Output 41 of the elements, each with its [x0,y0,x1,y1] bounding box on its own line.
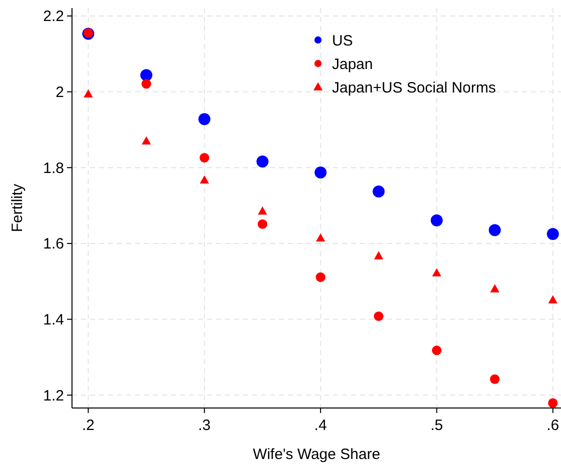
x-tick-label: .5 [430,417,443,434]
point [490,374,500,384]
point [374,251,384,260]
point [258,219,268,229]
point [314,166,327,179]
x-tick-label: .3 [198,417,211,434]
point [142,79,152,89]
point [258,206,268,215]
legend-label: Japan+US Social Norms [332,79,496,96]
x-tick-label: .4 [314,417,327,434]
y-tick-label: 1.4 [43,312,64,329]
y-tick-label: 1.2 [43,387,64,404]
y-tick-label: 1.6 [43,236,64,253]
point [198,113,210,126]
point [140,69,152,82]
y-tick-label: 2 [56,84,64,102]
y-tick-label: 1.8 [43,160,64,177]
point [142,136,151,144]
x-tick-label: .6 [546,417,560,434]
x-axis-title: Wife's Wage Share [252,446,380,463]
point [546,228,559,240]
y-axis-title: Fertility [9,183,26,232]
point [372,186,385,198]
x-tick-label: .2 [82,417,95,434]
point [200,152,210,163]
point [316,272,326,282]
point [430,214,443,226]
legend-label: US [332,32,353,50]
point [432,346,442,356]
legend-label: Japan [332,56,373,73]
point [488,224,501,236]
point [490,284,500,292]
point [84,89,93,98]
point [374,311,384,322]
point [316,233,326,242]
point [256,156,268,168]
point [548,398,558,408]
y-tick-label: 2.2 [43,8,64,26]
point [548,295,558,304]
point [200,175,210,184]
point [432,268,442,276]
